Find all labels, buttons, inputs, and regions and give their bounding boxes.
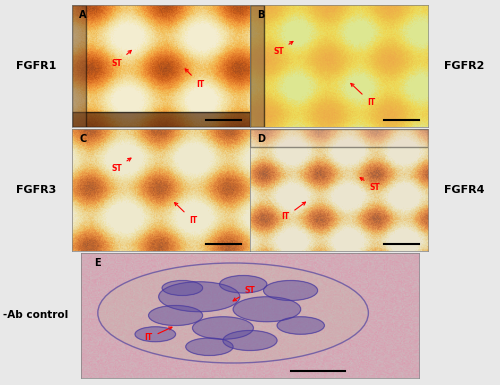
FancyBboxPatch shape [250,5,264,127]
Circle shape [162,281,202,296]
Circle shape [220,276,267,293]
Circle shape [98,263,368,363]
Circle shape [192,317,254,339]
FancyBboxPatch shape [250,129,428,147]
Circle shape [233,297,300,322]
Text: IT: IT [185,69,204,89]
FancyBboxPatch shape [72,112,250,127]
Text: -Ab control: -Ab control [4,310,68,320]
Text: ST: ST [111,158,131,172]
Circle shape [277,317,324,334]
Text: D: D [257,134,265,144]
Circle shape [186,338,233,355]
Text: ST: ST [360,177,380,192]
Text: E: E [94,258,101,268]
Circle shape [158,282,240,312]
Text: IT: IT [144,327,172,343]
Text: B: B [257,10,264,20]
Circle shape [264,281,318,301]
Text: IT: IT [351,84,375,107]
Text: A: A [79,10,86,20]
FancyBboxPatch shape [72,5,86,127]
Circle shape [135,327,175,342]
Text: C: C [79,134,86,144]
Text: FGFR2: FGFR2 [444,61,484,71]
Text: ST: ST [273,42,293,56]
Text: IT: IT [174,203,197,225]
Text: FGFR4: FGFR4 [444,185,484,195]
Circle shape [223,330,277,350]
Text: IT: IT [282,202,306,221]
Circle shape [148,306,203,325]
Text: ST: ST [111,50,132,68]
Text: ST: ST [233,286,256,301]
Text: FGFR1: FGFR1 [16,61,56,71]
Text: FGFR3: FGFR3 [16,185,56,195]
